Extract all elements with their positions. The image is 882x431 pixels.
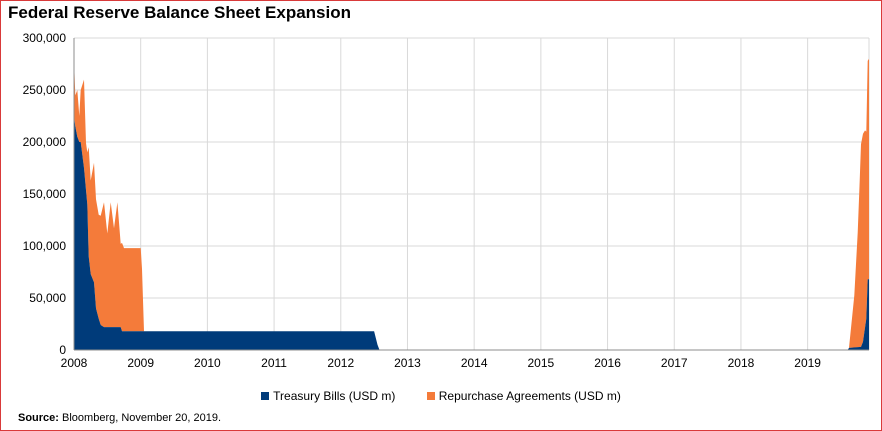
x-tick-label: 2013 — [394, 356, 421, 370]
legend-label-repo: Repurchase Agreements (USD m) — [438, 389, 621, 403]
axes — [73, 38, 869, 351]
x-tick-label: 2011 — [261, 356, 287, 370]
y-tick-label: 50,000 — [29, 291, 66, 305]
legend-swatch-treasury — [261, 392, 270, 400]
x-tick-label: 2008 — [61, 356, 88, 370]
chart-title: Federal Reserve Balance Sheet Expansion — [8, 3, 351, 22]
x-tick-label: 2019 — [794, 356, 821, 370]
source-text: Bloomberg, November 20, 2019. — [62, 412, 222, 424]
series-areas — [74, 58, 869, 351]
y-tick-label: 150,000 — [23, 187, 67, 201]
area-treasury-bills — [74, 116, 869, 350]
gridlines — [73, 37, 870, 351]
source-label: Source: — [18, 412, 59, 424]
y-tick-label: 300,000 — [23, 31, 67, 45]
y-tick-labels: 0 50,000 100,000 150,000 200,000 250,000 300,0… — [23, 31, 67, 357]
x-tick-label: 2017 — [661, 356, 688, 370]
x-tick-label: 2015 — [528, 356, 555, 370]
y-tick-label: 0 — [59, 343, 66, 357]
x-tick-label: 2014 — [461, 356, 488, 370]
area-repurchase-agreements — [74, 58, 869, 351]
legend-label-treasury: Treasury Bills (USD m) — [273, 389, 396, 403]
legend-item-treasury[interactable]: Treasury Bills (USD m) — [261, 389, 395, 403]
x-tick-label: 2009 — [127, 356, 154, 370]
legend-swatch-repo — [426, 392, 435, 400]
y-tick-label: 200,000 — [23, 135, 67, 149]
x-tick-label: 2010 — [194, 356, 221, 370]
source-note: Source: Bloomberg, November 20, 2019. — [18, 412, 221, 424]
x-tick-labels: 2008 2009 2010 2011 2012 2013 2014 2015 2016 2017… — [61, 356, 822, 370]
y-tick-label: 250,000 — [23, 83, 67, 97]
y-tick-label: 100,000 — [23, 239, 67, 253]
x-tick-label: 2012 — [327, 356, 354, 370]
x-tick-label: 2016 — [594, 356, 621, 370]
legend-item-repo[interactable]: Repurchase Agreements (USD m) — [426, 389, 621, 403]
legend: Treasury Bills (USD m) Repurchase Agreem… — [0, 389, 882, 403]
x-tick-label: 2018 — [728, 356, 755, 370]
